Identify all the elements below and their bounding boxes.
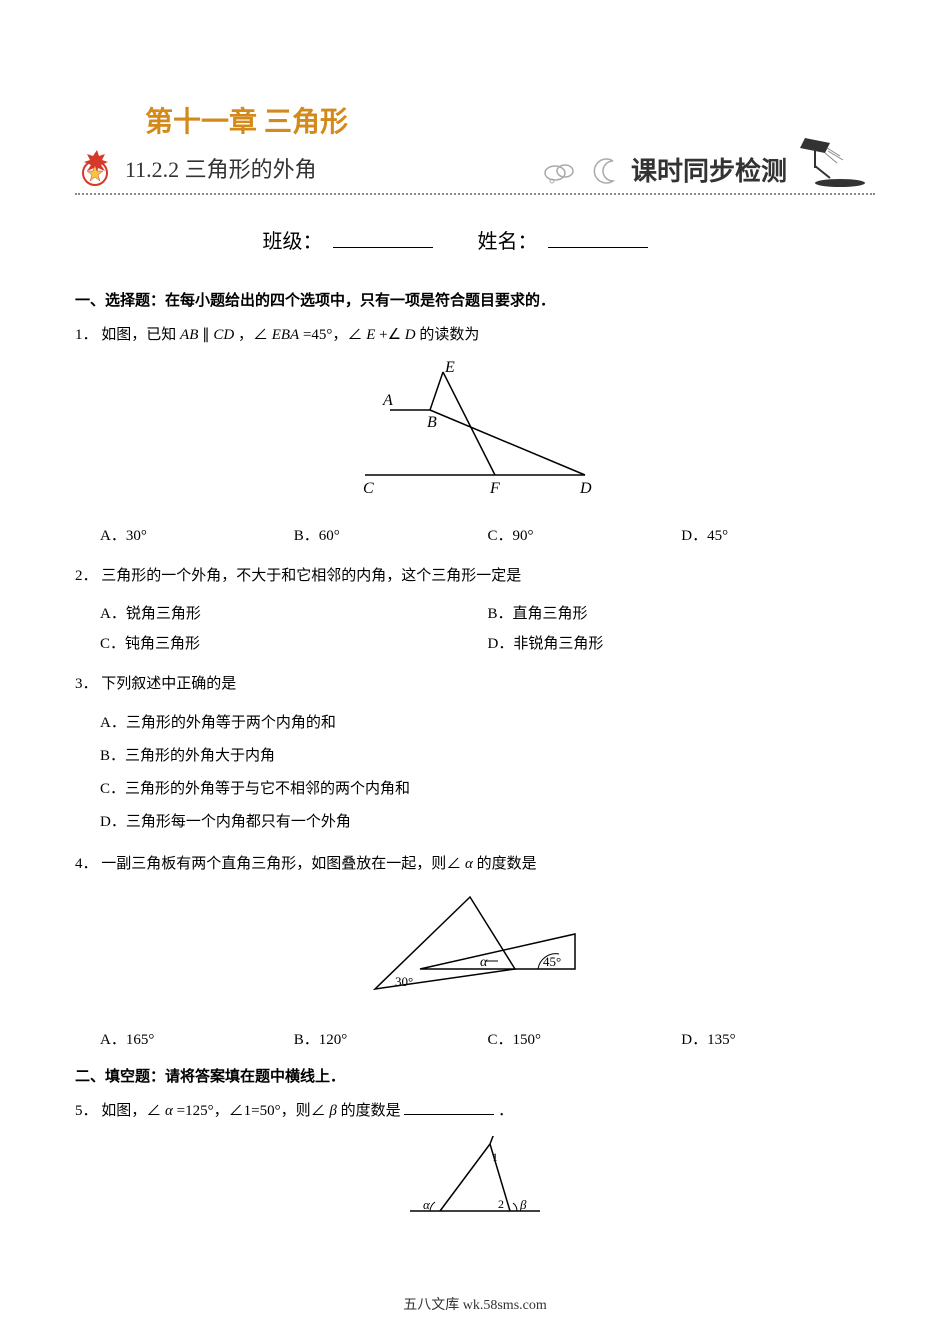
q3-body: 下列叙述中正确的是 bbox=[101, 676, 236, 692]
question-5: 5． 如图，∠ α =125°，∠1=50°，则∠ β 的度数是 ． α β 1… bbox=[75, 1096, 875, 1232]
section-title: 11.2.2 三角形的外角 bbox=[125, 152, 317, 184]
q1-figure: E A B C F D bbox=[75, 360, 875, 511]
q5-answer-blank bbox=[404, 1114, 494, 1115]
q3-option-d: D．三角形每一个内角都只有一个外角 bbox=[100, 806, 875, 839]
q4-option-c: C．150° bbox=[488, 1025, 682, 1055]
q1-mid3: +∠ bbox=[379, 327, 401, 343]
q3-number: 3． bbox=[75, 676, 98, 692]
star-badge-icon bbox=[75, 148, 115, 188]
q2-option-b: B．直角三角形 bbox=[488, 599, 876, 629]
q1-option-c: C．90° bbox=[488, 521, 682, 551]
q1-d: D bbox=[405, 327, 416, 343]
q5-beta-label: β bbox=[519, 1197, 527, 1212]
q5-period: ． bbox=[498, 1103, 513, 1119]
name-blank bbox=[548, 247, 648, 248]
q4-options: A．165° B．120° C．150° D．135° bbox=[75, 1025, 875, 1055]
q2-body: 三角形的一个外角，不大于和它相邻的内角，这个三角形一定是 bbox=[101, 568, 521, 584]
q1-mid2: =45°，∠ bbox=[303, 327, 362, 343]
q5-label-2: 2 bbox=[498, 1197, 504, 1211]
q1-prefix: 如图，已知 bbox=[101, 327, 176, 343]
class-name-row: 班级： 姓名： bbox=[75, 225, 875, 254]
q5-figure: α β 1 2 bbox=[75, 1136, 875, 1232]
q4-text: 4． 一副三角板有两个直角三角形，如图叠放在一起，则∠ α 的度数是 bbox=[75, 849, 875, 879]
page-header: 第十一章 三角形 11.2.2 三角形的外角 课时同步检测 bbox=[75, 100, 875, 188]
q1-parallel: ∥ bbox=[202, 327, 210, 343]
q1-mid1: ，∠ bbox=[238, 327, 268, 343]
q2-option-c: C．钝角三角形 bbox=[100, 629, 488, 659]
q5-figure-svg: α β 1 2 bbox=[400, 1136, 550, 1221]
q1-number: 1． bbox=[75, 327, 98, 343]
q4-number: 4． bbox=[75, 856, 98, 872]
section2-heading: 二、填空题：请将答案填在题中横线上． bbox=[75, 1065, 875, 1086]
q2-option-a: A．锐角三角形 bbox=[100, 599, 488, 629]
question-1: 1． 如图，已知 AB ∥ CD ，∠ EBA =45°，∠ E +∠ D 的读… bbox=[75, 320, 875, 551]
name-label: 姓名： bbox=[478, 231, 538, 253]
q2-text: 2． 三角形的一个外角，不大于和它相邻的内角，这个三角形一定是 bbox=[75, 561, 875, 591]
q3-option-b: B．三角形的外角大于内角 bbox=[100, 740, 875, 773]
q5-beta: β bbox=[329, 1103, 336, 1119]
q1-suffix: 的读数为 bbox=[419, 327, 479, 343]
q2-number: 2． bbox=[75, 568, 98, 584]
q3-option-c: C．三角形的外角等于与它不相邻的两个内角和 bbox=[100, 773, 875, 806]
q4-option-b: B．120° bbox=[294, 1025, 488, 1055]
q1-text: 1． 如图，已知 AB ∥ CD ，∠ EBA =45°，∠ E +∠ D 的读… bbox=[75, 320, 875, 350]
question-4: 4． 一副三角板有两个直角三角形，如图叠放在一起，则∠ α 的度数是 30° 4… bbox=[75, 849, 875, 1055]
q1-figure-svg: E A B C F D bbox=[345, 360, 605, 500]
q5-number: 5． bbox=[75, 1103, 98, 1119]
question-3: 3． 下列叙述中正确的是 A．三角形的外角等于两个内角的和 B．三角形的外角大于… bbox=[75, 669, 875, 839]
question-2: 2． 三角形的一个外角，不大于和它相邻的内角，这个三角形一定是 A．锐角三角形 … bbox=[75, 561, 875, 659]
lamp-icon bbox=[795, 128, 875, 188]
q2-option-d: D．非锐角三角形 bbox=[488, 629, 876, 659]
q4-alpha: α bbox=[465, 856, 473, 872]
q1-label-c: C bbox=[363, 480, 374, 497]
q4-suffix: 的度数是 bbox=[477, 856, 537, 872]
header-left: 第十一章 三角形 11.2.2 三角形的外角 bbox=[75, 100, 348, 188]
q1-label-e: E bbox=[444, 360, 455, 376]
moon-icon bbox=[588, 153, 623, 188]
q5-alpha: α bbox=[165, 1103, 173, 1119]
q1-option-a: A．30° bbox=[100, 521, 294, 551]
q3-options: A．三角形的外角等于两个内角的和 B．三角形的外角大于内角 C．三角形的外角等于… bbox=[75, 707, 875, 839]
q4-prefix: 一副三角板有两个直角三角形，如图叠放在一起，则∠ bbox=[101, 856, 461, 872]
class-label: 班级： bbox=[263, 231, 323, 253]
q5-suffix: 的度数是 bbox=[341, 1103, 401, 1119]
q2-options: A．锐角三角形 B．直角三角形 C．钝角三角形 D．非锐角三角形 bbox=[75, 599, 875, 659]
cloud-icon bbox=[540, 153, 580, 188]
q1-e: E bbox=[366, 327, 375, 343]
q1-label-b: B bbox=[427, 414, 437, 431]
q4-option-d: D．135° bbox=[681, 1025, 875, 1055]
q4-figure-svg: 30° 45° α bbox=[360, 889, 590, 1004]
header-right: 课时同步检测 bbox=[540, 128, 875, 188]
q5-label-1: 1 bbox=[492, 1150, 498, 1164]
q3-text: 3． 下列叙述中正确的是 bbox=[75, 669, 875, 699]
q5-mid1: =125°，∠1=50°，则∠ bbox=[177, 1103, 326, 1119]
q4-angle30: 30° bbox=[395, 974, 413, 989]
timing-label: 课时同步检测 bbox=[631, 151, 787, 188]
q1-label-f: F bbox=[489, 480, 500, 497]
q4-option-a: A．165° bbox=[100, 1025, 294, 1055]
chapter-title: 第十一章 三角形 bbox=[145, 100, 348, 140]
q1-label-d: D bbox=[579, 480, 592, 497]
q1-ab: AB bbox=[180, 327, 198, 343]
page-footer: 五八文库 wk.58sms.com bbox=[0, 1294, 950, 1314]
class-blank bbox=[333, 247, 433, 248]
section-row: 11.2.2 三角形的外角 bbox=[75, 148, 348, 188]
q1-label-a: A bbox=[382, 392, 393, 409]
q3-option-a: A．三角形的外角等于两个内角的和 bbox=[100, 707, 875, 740]
q1-cd: CD bbox=[213, 327, 234, 343]
q5-text: 5． 如图，∠ α =125°，∠1=50°，则∠ β 的度数是 ． bbox=[75, 1096, 875, 1126]
q4-figure: 30° 45° α bbox=[75, 889, 875, 1015]
section1-heading: 一、选择题：在每小题给出的四个选项中，只有一项是符合题目要求的． bbox=[75, 289, 875, 310]
q4-alpha-label: α bbox=[480, 955, 488, 970]
q1-eba: EBA bbox=[272, 327, 300, 343]
q1-option-d: D．45° bbox=[681, 521, 875, 551]
q1-options: A．30° B．60° C．90° D．45° bbox=[75, 521, 875, 551]
header-divider bbox=[75, 193, 875, 195]
q5-prefix: 如图，∠ bbox=[101, 1103, 161, 1119]
q1-option-b: B．60° bbox=[294, 521, 488, 551]
